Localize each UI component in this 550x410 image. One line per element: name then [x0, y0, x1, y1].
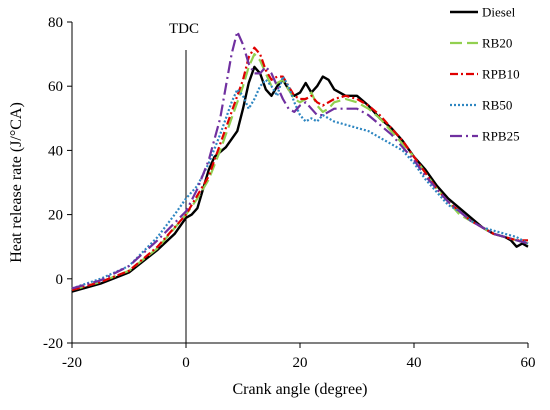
series-line-rpb10: [71, 46, 528, 292]
series-line-rb50: [71, 75, 529, 290]
legend-label-rb50: RB50: [482, 98, 512, 113]
legend-label-diesel: Diesel: [482, 5, 516, 20]
axes-layer: -20 0 20 40 60 80 -20 0 20 40 60 TDC: [43, 15, 536, 371]
y-tick-label: 0: [56, 272, 64, 288]
y-tick-label: 20: [48, 208, 63, 224]
series-line-rpb25: [71, 30, 529, 290]
x-tick-label: 0: [182, 355, 190, 371]
legend-label-rpb25: RPB25: [482, 129, 520, 144]
y-tick-label: 60: [48, 79, 63, 95]
legend-label-rb20: RB20: [482, 36, 512, 51]
y-axis-title: Heat release rate (J/°CA): [8, 102, 25, 263]
series-line-rb20: [71, 53, 529, 292]
x-tick-label: 20: [293, 355, 308, 371]
series-layer: [71, 30, 529, 293]
x-axis-title: Crank angle (degree): [232, 381, 367, 398]
legend: Diesel RB20 RPB10 RB50 RPB25: [450, 5, 520, 144]
series-line-diesel: [71, 65, 529, 293]
tdc-label: TDC: [169, 21, 199, 37]
legend-label-rpb10: RPB10: [482, 67, 520, 82]
x-tick-label: 60: [521, 355, 536, 371]
y-tick-label: 80: [48, 15, 63, 31]
x-tick-label: -20: [62, 355, 82, 371]
y-tick-label: 40: [48, 143, 63, 159]
x-tick-label: 40: [407, 355, 422, 371]
y-tick-label: -20: [43, 336, 63, 352]
